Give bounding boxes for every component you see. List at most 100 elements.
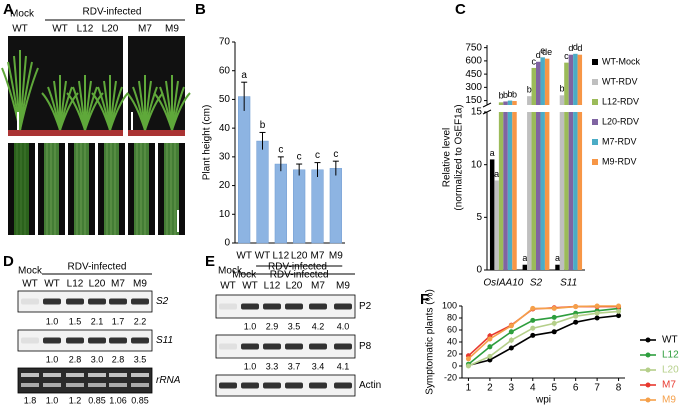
bar: [489, 159, 495, 270]
y-tick-label: 450: [465, 69, 482, 80]
lane-label: M7: [111, 279, 125, 290]
band: [43, 298, 61, 305]
x-tick-label: WT: [255, 251, 271, 262]
y-axis-label: Plant height (cm): [202, 105, 213, 181]
bar: [494, 180, 499, 270]
bar: [573, 53, 578, 105]
panel-label: C: [455, 1, 466, 18]
y-axis-label: Symptomatic plants (%): [425, 289, 436, 395]
bar: [564, 112, 569, 270]
lane-label: L12: [77, 24, 94, 35]
significance-letter: a: [555, 253, 560, 263]
quant-value: 3.5: [134, 354, 147, 364]
quant-value: 1.0: [46, 395, 59, 405]
group-label: Mock: [232, 270, 257, 281]
bar: [512, 112, 517, 270]
x-tick-label: M9: [329, 251, 343, 262]
quant-value: 2.2: [134, 316, 147, 326]
bar: [536, 61, 541, 105]
bar: [555, 264, 560, 270]
quant-value: 2.1: [91, 316, 104, 326]
row-label: rRNA: [156, 375, 181, 386]
significance-letter: a: [241, 70, 247, 81]
bar: [564, 62, 569, 105]
y-tick-label: 300: [465, 82, 482, 93]
significance-letter: a: [494, 169, 499, 179]
group-label: RDV-infected: [68, 262, 127, 273]
x-tick-label: 5: [551, 383, 557, 394]
legend-marker: [645, 382, 651, 388]
panel-label: D: [3, 253, 14, 270]
row-label: P2: [359, 301, 372, 312]
leaf-blade: [164, 143, 179, 235]
x-tick-label: 4: [530, 383, 536, 394]
quant-value: 1.0: [46, 354, 59, 364]
x-tick-label: 8: [616, 383, 622, 394]
x-axis-label: wpi: [535, 395, 551, 406]
band: [109, 337, 127, 344]
legend-label: L20: [662, 365, 679, 376]
leaf: [171, 92, 191, 131]
band: [334, 343, 352, 350]
bar: [577, 54, 583, 105]
quant-value: 0.85: [88, 395, 106, 405]
legend-label: L12-RDV: [602, 96, 639, 106]
blot: [17, 290, 153, 313]
significance-letter: b: [559, 84, 564, 94]
bar: [293, 169, 306, 244]
y-tick-label: 100: [442, 300, 457, 310]
data-point: [551, 314, 557, 320]
y-tick-label: 20: [447, 348, 457, 358]
bar: [507, 100, 513, 105]
band: [88, 383, 106, 387]
legend-label: L20-RDV: [602, 116, 639, 126]
legend-swatch: [592, 59, 598, 65]
legend-swatch: [592, 99, 598, 105]
bar: [536, 112, 541, 270]
significance-letter: b: [260, 120, 266, 131]
legend-swatch: [592, 79, 598, 85]
lane-label: WT: [52, 24, 68, 35]
quant-value: 3.7: [288, 361, 301, 371]
quant-value: 1.0: [46, 316, 59, 326]
data-point: [573, 313, 579, 319]
band: [219, 382, 237, 389]
band: [131, 373, 149, 377]
significance-letter: c: [333, 149, 338, 160]
band: [66, 298, 84, 305]
lane-label: WT: [220, 281, 236, 292]
significance-letter: a: [522, 253, 527, 263]
bar: [559, 112, 565, 270]
leaf-blade: [104, 143, 119, 235]
y-tick-label: 20: [219, 180, 231, 191]
series-line: [468, 310, 619, 367]
band: [131, 337, 149, 344]
data-point: [530, 305, 536, 311]
bar: [540, 57, 545, 105]
data-point: [616, 303, 622, 309]
legend-label: M9: [662, 395, 676, 406]
data-point: [573, 319, 579, 325]
series-line: [467, 305, 619, 360]
significance-letter: b: [512, 89, 517, 99]
data-point: [594, 315, 600, 321]
quant-value: 3.5: [288, 321, 301, 331]
leaf-blade: [74, 143, 89, 235]
lane-label: WT: [22, 279, 38, 290]
band: [285, 343, 303, 350]
legend-marker: [645, 367, 651, 373]
band: [88, 373, 106, 377]
blot: [17, 367, 153, 394]
quant-value: 1.5: [69, 316, 82, 326]
data-point: [508, 337, 514, 343]
y-tick-label: 10: [219, 209, 231, 220]
data-point: [551, 305, 557, 311]
data-point: [594, 303, 600, 309]
band: [241, 382, 259, 389]
data-point: [616, 313, 622, 319]
lane-label: L12: [67, 279, 84, 290]
leaf-blade: [14, 143, 29, 235]
band: [219, 303, 237, 310]
x-tick-label: 6: [573, 383, 579, 394]
data-point: [487, 353, 493, 359]
